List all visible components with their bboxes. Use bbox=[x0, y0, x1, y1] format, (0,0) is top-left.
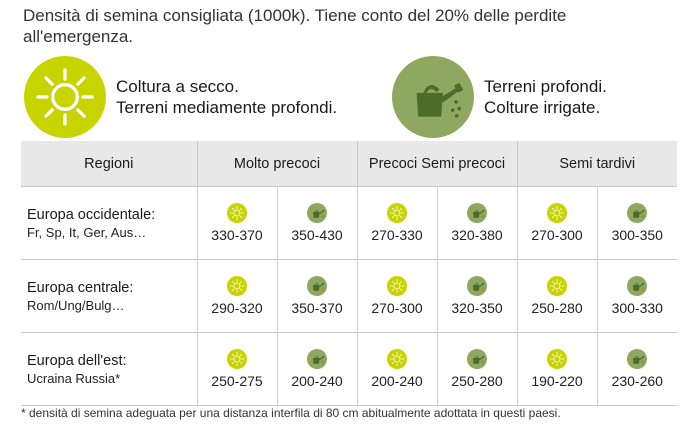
watering-can-icon bbox=[467, 203, 487, 223]
sun-icon bbox=[387, 276, 407, 296]
legend-irrigated: Terreni profondi. Colture irrigate. bbox=[392, 56, 607, 138]
intro-text: Densità di semina consigliata (1000k). T… bbox=[23, 5, 663, 47]
sun-icon bbox=[227, 203, 247, 223]
watering-can-icon bbox=[467, 276, 487, 296]
density-cell: 270-300 bbox=[516, 186, 598, 260]
density-cell: 270-300 bbox=[356, 259, 438, 333]
intro-line-2: all'emergenza. bbox=[23, 27, 134, 46]
watering-can-icon bbox=[627, 276, 647, 296]
density-value: 290-320 bbox=[211, 300, 263, 316]
watering-can-icon bbox=[467, 349, 487, 369]
density-value: 350-430 bbox=[291, 227, 343, 243]
region-name: Europa centrale: bbox=[27, 279, 134, 296]
density-value: 200-240 bbox=[371, 373, 423, 389]
table-row: Europa dell'est: Ucraina Russia* 250-275 20… bbox=[21, 332, 678, 406]
density-value: 270-300 bbox=[531, 227, 583, 243]
header-group-3: Semi tardivi bbox=[516, 141, 678, 187]
density-value: 350-370 bbox=[291, 300, 343, 316]
region-cell: Europa centrale: Rom/Ung/Bulg… bbox=[21, 259, 197, 333]
region-name: Europa dell'est: bbox=[27, 352, 127, 369]
header-regions: Regioni bbox=[21, 141, 197, 187]
sun-icon bbox=[547, 349, 567, 369]
density-cell: 320-350 bbox=[436, 259, 518, 333]
legend-irrigated-line-2: Colture irrigate. bbox=[484, 98, 601, 117]
density-cell: 250-275 bbox=[196, 332, 277, 406]
density-cell: 290-320 bbox=[196, 259, 277, 333]
legend-dry-line-2: Terreni mediamente profondi. bbox=[116, 98, 338, 117]
density-cell: 250-280 bbox=[436, 332, 518, 406]
seeding-density-table: Regioni Molto precoci Precoci Semi preco… bbox=[21, 141, 678, 406]
sun-icon bbox=[547, 203, 567, 223]
watering-can-icon bbox=[627, 203, 647, 223]
density-value: 330-370 bbox=[211, 227, 263, 243]
legend-dry-line-1: Coltura a secco. bbox=[116, 77, 239, 96]
legend-dry: Coltura a secco. Terreni mediamente prof… bbox=[24, 56, 337, 138]
header-group-2: Precoci Semi precoci bbox=[356, 141, 518, 187]
density-cell: 300-330 bbox=[596, 259, 678, 333]
density-value: 250-280 bbox=[531, 300, 583, 316]
footnote: * densità di semina adeguata per una dis… bbox=[21, 406, 561, 420]
watering-can-icon bbox=[307, 203, 327, 223]
density-value: 320-350 bbox=[451, 300, 503, 316]
region-cell: Europa occidentale: Fr, Sp, It, Ger, Aus… bbox=[21, 186, 197, 260]
watering-can-icon bbox=[307, 349, 327, 369]
density-cell: 190-220 bbox=[516, 332, 598, 406]
watering-can-icon bbox=[627, 349, 647, 369]
density-cell: 300-350 bbox=[596, 186, 678, 260]
region-cell: Europa dell'est: Ucraina Russia* bbox=[21, 332, 197, 406]
density-cell: 350-370 bbox=[276, 259, 358, 333]
density-cell: 230-260 bbox=[596, 332, 678, 406]
density-cell: 270-330 bbox=[356, 186, 438, 260]
density-cell: 350-430 bbox=[276, 186, 358, 260]
table-row: Europa centrale: Rom/Ung/Bulg… 290-320 350-… bbox=[21, 259, 678, 333]
density-value: 200-240 bbox=[291, 373, 343, 389]
legend-irrigated-line-1: Terreni profondi. bbox=[484, 77, 607, 96]
table-header-row: Regioni Molto precoci Precoci Semi preco… bbox=[21, 141, 678, 187]
density-cell: 200-240 bbox=[356, 332, 438, 406]
density-cell: 200-240 bbox=[276, 332, 358, 406]
region-countries: Fr, Sp, It, Ger, Aus… bbox=[27, 224, 147, 240]
region-name: Europa occidentale: bbox=[27, 206, 156, 223]
intro-line-1: Densità di semina consigliata (1000k). T… bbox=[23, 6, 567, 25]
table-row: Europa occidentale: Fr, Sp, It, Ger, Aus…… bbox=[21, 186, 678, 260]
watering-can-icon bbox=[392, 56, 474, 138]
density-value: 270-330 bbox=[371, 227, 423, 243]
density-value: 320-380 bbox=[451, 227, 503, 243]
sun-icon bbox=[547, 276, 567, 296]
density-value: 250-275 bbox=[211, 373, 263, 389]
header-group-1: Molto precoci bbox=[196, 141, 358, 187]
density-value: 230-260 bbox=[611, 373, 663, 389]
density-value: 270-300 bbox=[371, 300, 423, 316]
density-value: 250-280 bbox=[451, 373, 503, 389]
watering-can-icon bbox=[307, 276, 327, 296]
sun-icon bbox=[24, 56, 106, 138]
region-countries: Ucraina Russia* bbox=[27, 370, 121, 386]
density-value: 300-350 bbox=[611, 227, 663, 243]
sun-icon bbox=[227, 276, 247, 296]
density-value: 190-220 bbox=[531, 373, 583, 389]
sun-icon bbox=[387, 203, 407, 223]
region-countries: Rom/Ung/Bulg… bbox=[27, 297, 125, 313]
sun-icon bbox=[227, 349, 247, 369]
density-value: 300-330 bbox=[611, 300, 663, 316]
density-cell: 330-370 bbox=[196, 186, 277, 260]
density-cell: 250-280 bbox=[516, 259, 598, 333]
sun-icon bbox=[387, 349, 407, 369]
density-cell: 320-380 bbox=[436, 186, 518, 260]
